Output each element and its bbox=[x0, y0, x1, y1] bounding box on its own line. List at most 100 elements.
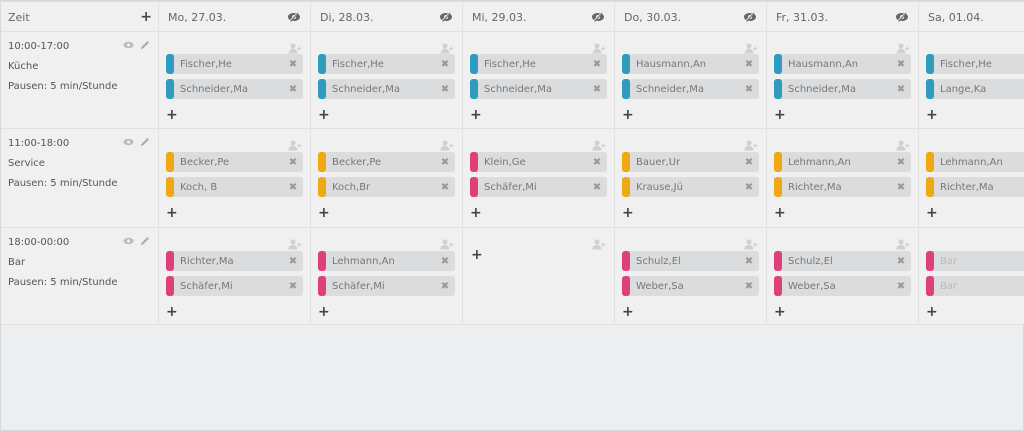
pencil-icon[interactable] bbox=[140, 40, 150, 53]
remove-icon[interactable]: ✖ bbox=[288, 181, 298, 193]
employee-chip[interactable]: Weber,Sa ✖ bbox=[622, 276, 759, 296]
add-employee-button[interactable]: + bbox=[318, 205, 330, 221]
employee-chip[interactable]: Fischer,He ✖ bbox=[470, 54, 607, 74]
add-employee-button[interactable]: + bbox=[622, 304, 634, 320]
employee-chip[interactable]: Fischer,He ✖ bbox=[318, 54, 455, 74]
remove-icon[interactable]: ✖ bbox=[744, 58, 754, 70]
employee-chip[interactable]: Fischer,He bbox=[926, 54, 1024, 74]
remove-icon[interactable]: ✖ bbox=[744, 181, 754, 193]
remove-icon[interactable]: ✖ bbox=[288, 58, 298, 70]
remove-icon[interactable]: ✖ bbox=[896, 156, 906, 168]
add-employee-button[interactable]: + bbox=[318, 107, 330, 123]
employee-chip[interactable]: Bar bbox=[926, 251, 1024, 271]
add-employee-button[interactable]: + bbox=[166, 304, 178, 320]
user-add-icon[interactable] bbox=[896, 136, 909, 151]
employee-chip[interactable]: Becker,Pe ✖ bbox=[166, 152, 303, 172]
user-add-icon[interactable] bbox=[592, 136, 605, 151]
remove-icon[interactable]: ✖ bbox=[288, 255, 298, 267]
remove-icon[interactable]: ✖ bbox=[896, 255, 906, 267]
user-add-icon[interactable] bbox=[288, 39, 301, 54]
add-employee-button[interactable]: + bbox=[622, 107, 634, 123]
remove-icon[interactable]: ✖ bbox=[592, 58, 602, 70]
user-add-icon[interactable] bbox=[288, 235, 301, 250]
user-add-icon[interactable] bbox=[744, 39, 757, 54]
employee-chip[interactable]: Schneider,Ma ✖ bbox=[166, 79, 303, 99]
employee-chip[interactable]: Richter,Ma ✖ bbox=[166, 251, 303, 271]
employee-chip[interactable]: Fischer,He ✖ bbox=[166, 54, 303, 74]
employee-chip[interactable]: Lehmann,An bbox=[926, 152, 1024, 172]
eye-slash-icon[interactable] bbox=[895, 12, 909, 22]
employee-chip[interactable]: Koch,Br ✖ bbox=[318, 177, 455, 197]
employee-chip[interactable]: Krause,Jü ✖ bbox=[622, 177, 759, 197]
eye-slash-icon[interactable] bbox=[439, 12, 453, 22]
employee-chip[interactable]: Schulz,El ✖ bbox=[774, 251, 911, 271]
add-employee-button[interactable]: + bbox=[471, 247, 483, 263]
user-add-icon[interactable] bbox=[592, 39, 605, 54]
employee-chip[interactable]: Schäfer,Mi ✖ bbox=[166, 276, 303, 296]
employee-chip[interactable]: Schäfer,Mi ✖ bbox=[470, 177, 607, 197]
remove-icon[interactable]: ✖ bbox=[592, 181, 602, 193]
eye-slash-icon[interactable] bbox=[743, 12, 757, 22]
user-add-icon[interactable] bbox=[288, 136, 301, 151]
eye-icon[interactable] bbox=[123, 237, 134, 248]
add-employee-button[interactable]: + bbox=[318, 304, 330, 320]
add-employee-button[interactable]: + bbox=[166, 205, 178, 221]
remove-icon[interactable]: ✖ bbox=[592, 83, 602, 95]
remove-icon[interactable]: ✖ bbox=[440, 83, 450, 95]
remove-icon[interactable]: ✖ bbox=[744, 83, 754, 95]
employee-chip[interactable]: Schneider,Ma ✖ bbox=[622, 79, 759, 99]
add-employee-button[interactable]: + bbox=[926, 304, 938, 320]
user-add-icon[interactable] bbox=[440, 136, 453, 151]
eye-slash-icon[interactable] bbox=[591, 12, 605, 22]
remove-icon[interactable]: ✖ bbox=[288, 280, 298, 292]
employee-chip[interactable]: Hausmann,An ✖ bbox=[774, 54, 911, 74]
remove-icon[interactable]: ✖ bbox=[744, 280, 754, 292]
remove-icon[interactable]: ✖ bbox=[896, 58, 906, 70]
remove-icon[interactable]: ✖ bbox=[440, 156, 450, 168]
employee-chip[interactable]: Lehmann,An ✖ bbox=[774, 152, 911, 172]
remove-icon[interactable]: ✖ bbox=[440, 58, 450, 70]
employee-chip[interactable]: Schäfer,Mi ✖ bbox=[318, 276, 455, 296]
remove-icon[interactable]: ✖ bbox=[896, 181, 906, 193]
eye-icon[interactable] bbox=[123, 138, 134, 149]
employee-chip[interactable]: Koch, B ✖ bbox=[166, 177, 303, 197]
employee-chip[interactable]: Lehmann,An ✖ bbox=[318, 251, 455, 271]
add-employee-button[interactable]: + bbox=[166, 107, 178, 123]
add-employee-button[interactable]: + bbox=[622, 205, 634, 221]
employee-chip[interactable]: Richter,Ma bbox=[926, 177, 1024, 197]
add-employee-button[interactable]: + bbox=[774, 304, 786, 320]
employee-chip[interactable]: Becker,Pe ✖ bbox=[318, 152, 455, 172]
remove-icon[interactable]: ✖ bbox=[440, 280, 450, 292]
user-add-icon[interactable] bbox=[440, 39, 453, 54]
add-employee-button[interactable]: + bbox=[926, 205, 938, 221]
employee-chip[interactable]: Schneider,Ma ✖ bbox=[318, 79, 455, 99]
remove-icon[interactable]: ✖ bbox=[744, 156, 754, 168]
user-add-icon[interactable] bbox=[440, 235, 453, 250]
employee-chip[interactable]: Weber,Sa ✖ bbox=[774, 276, 911, 296]
remove-icon[interactable]: ✖ bbox=[440, 255, 450, 267]
pencil-icon[interactable] bbox=[140, 236, 150, 249]
employee-chip[interactable]: Lange,Ka bbox=[926, 79, 1024, 99]
remove-icon[interactable]: ✖ bbox=[288, 156, 298, 168]
remove-icon[interactable]: ✖ bbox=[896, 83, 906, 95]
employee-chip[interactable]: Bar bbox=[926, 276, 1024, 296]
remove-icon[interactable]: ✖ bbox=[440, 181, 450, 193]
employee-chip[interactable]: Richter,Ma ✖ bbox=[774, 177, 911, 197]
user-add-icon[interactable] bbox=[744, 136, 757, 151]
add-employee-button[interactable]: + bbox=[470, 107, 482, 123]
employee-chip[interactable]: Bauer,Ur ✖ bbox=[622, 152, 759, 172]
pencil-icon[interactable] bbox=[140, 137, 150, 150]
employee-chip[interactable]: Hausmann,An ✖ bbox=[622, 54, 759, 74]
add-employee-button[interactable]: + bbox=[926, 107, 938, 123]
user-add-icon[interactable] bbox=[896, 235, 909, 250]
user-add-icon[interactable] bbox=[592, 235, 605, 250]
remove-icon[interactable]: ✖ bbox=[744, 255, 754, 267]
add-employee-button[interactable]: + bbox=[774, 107, 786, 123]
employee-chip[interactable]: Schneider,Ma ✖ bbox=[774, 79, 911, 99]
remove-icon[interactable]: ✖ bbox=[896, 280, 906, 292]
eye-slash-icon[interactable] bbox=[287, 12, 301, 22]
eye-icon[interactable] bbox=[123, 41, 134, 52]
add-employee-button[interactable]: + bbox=[470, 205, 482, 221]
user-add-icon[interactable] bbox=[744, 235, 757, 250]
remove-icon[interactable]: ✖ bbox=[592, 156, 602, 168]
